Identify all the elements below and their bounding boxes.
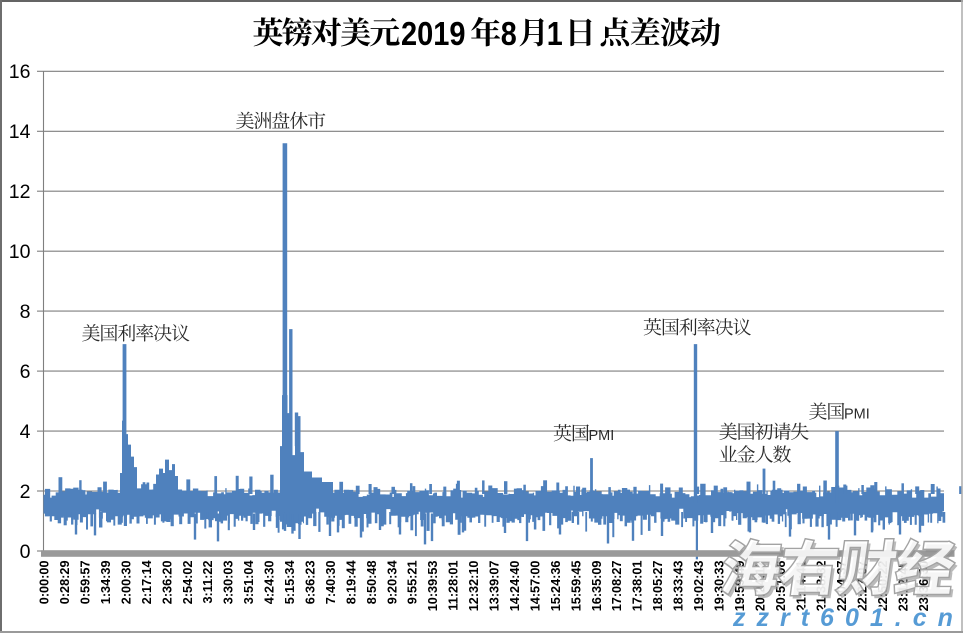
svg-text:16: 16 <box>9 61 31 83</box>
svg-text:0: 0 <box>20 541 31 563</box>
svg-text:12:32:10: 12:32:10 <box>467 561 481 612</box>
svg-text:14: 14 <box>9 121 31 143</box>
svg-text:2:36:20: 2:36:20 <box>160 561 174 605</box>
svg-text:9:20:34: 9:20:34 <box>385 561 399 605</box>
svg-text:12: 12 <box>9 181 31 203</box>
svg-text:8: 8 <box>501 15 517 52</box>
svg-text:0:28:29: 0:28:29 <box>58 561 72 605</box>
svg-text:4: 4 <box>20 421 31 443</box>
svg-text:8: 8 <box>20 301 31 323</box>
svg-text:13:39:07: 13:39:07 <box>488 561 502 612</box>
svg-text:15:59:45: 15:59:45 <box>569 561 583 612</box>
svg-text:2:54:02: 2:54:02 <box>181 561 195 605</box>
svg-text:1:34:39: 1:34:39 <box>99 561 113 605</box>
svg-text:2019: 2019 <box>401 15 466 52</box>
svg-text:10:39:53: 10:39:53 <box>426 561 440 612</box>
svg-text:3:30:03: 3:30:03 <box>222 561 236 605</box>
svg-text:9:55:21: 9:55:21 <box>406 561 420 605</box>
svg-text:15:24:36: 15:24:36 <box>549 561 563 612</box>
svg-text:14:24:40: 14:24:40 <box>508 561 522 612</box>
svg-text:18:05:27: 18:05:27 <box>651 561 665 612</box>
svg-text:8:50:48: 8:50:48 <box>365 561 379 605</box>
svg-text:2:17:14: 2:17:14 <box>140 561 154 605</box>
svg-text:2: 2 <box>20 481 31 503</box>
svg-text:5:15:34: 5:15:34 <box>283 561 297 605</box>
svg-text:PMI: PMI <box>844 406 870 422</box>
svg-text:19:02:43: 19:02:43 <box>692 561 706 612</box>
svg-text:10: 10 <box>9 241 31 263</box>
svg-text:11:28:01: 11:28:01 <box>447 561 461 611</box>
svg-text:6:36:23: 6:36:23 <box>303 561 317 605</box>
svg-text:1: 1 <box>547 15 563 52</box>
svg-text:3:11:22: 3:11:22 <box>201 561 215 604</box>
svg-text:zzrt601.cn: zzrt601.cn <box>732 604 963 632</box>
svg-text:zzrt601.cn: zzrt601.cn <box>732 604 963 632</box>
svg-text:8:19:44: 8:19:44 <box>344 561 358 605</box>
svg-text:7:40:30: 7:40:30 <box>324 561 338 605</box>
svg-text:19:30:33: 19:30:33 <box>712 561 726 612</box>
svg-text:3:51:04: 3:51:04 <box>242 561 256 605</box>
svg-text:18:33:43: 18:33:43 <box>672 561 686 612</box>
svg-text:14:57:00: 14:57:00 <box>528 561 542 612</box>
svg-text:PMI: PMI <box>589 428 615 444</box>
svg-text:17:38:01: 17:38:01 <box>631 561 645 612</box>
svg-text:0:59:57: 0:59:57 <box>79 561 93 605</box>
svg-text:6: 6 <box>20 361 31 383</box>
svg-text:16:35:09: 16:35:09 <box>590 561 604 612</box>
svg-text:0:00:00: 0:00:00 <box>38 561 52 605</box>
svg-text:17:08:27: 17:08:27 <box>610 561 624 612</box>
svg-text:4:24:30: 4:24:30 <box>263 561 277 605</box>
svg-text:2:00:30: 2:00:30 <box>119 561 133 605</box>
